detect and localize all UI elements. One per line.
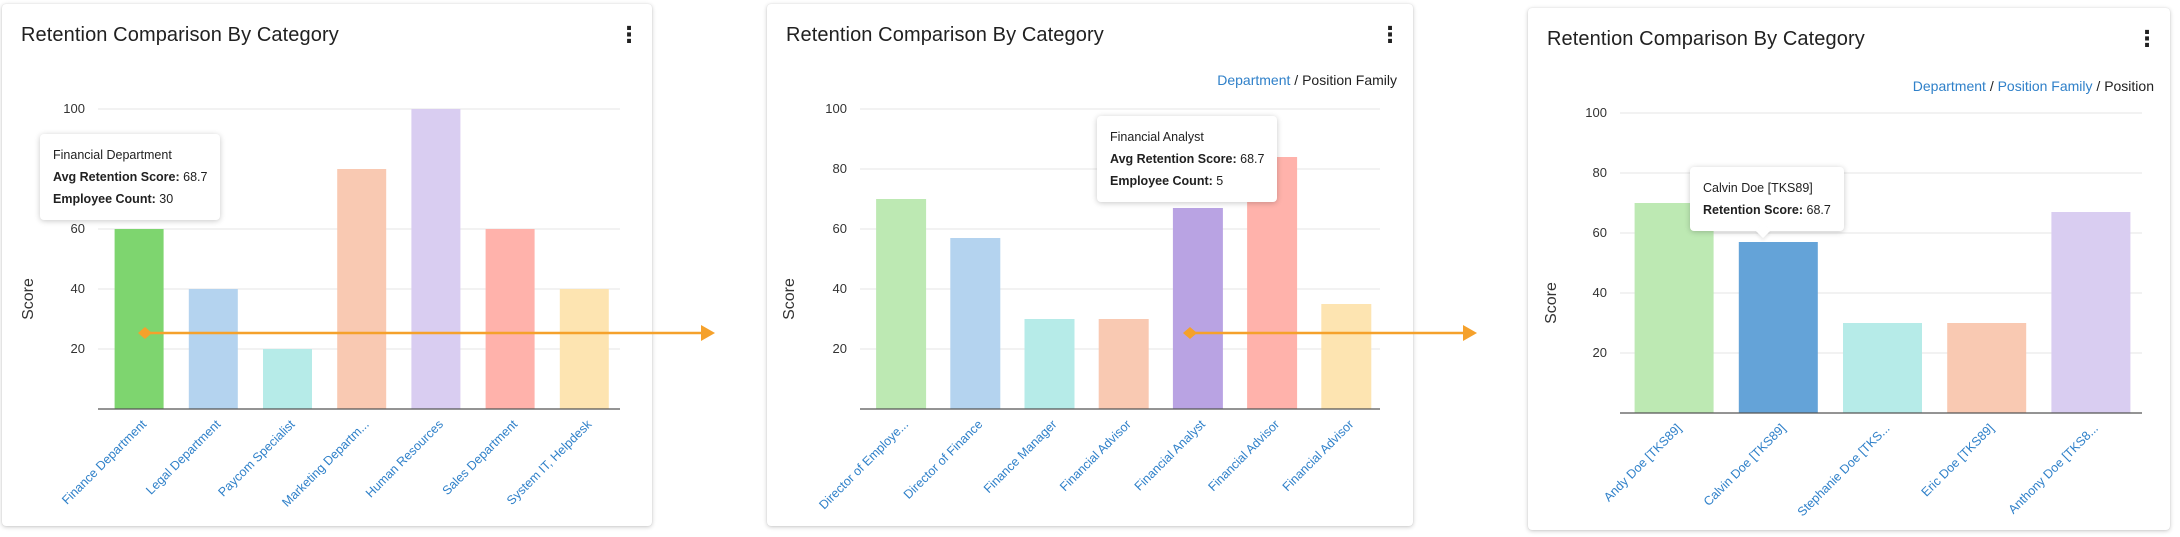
y-tick-label: 80 <box>1593 165 1607 180</box>
bar-tooltip: Financial Department Avg Retention Score… <box>40 134 221 220</box>
tooltip-label: Employee Count: <box>53 192 156 206</box>
y-tick-label: 100 <box>825 101 847 116</box>
y-tick-label: 60 <box>1593 225 1607 240</box>
y-tick-label: 20 <box>1593 345 1607 360</box>
bar <box>188 289 238 409</box>
y-tick-label: 60 <box>71 221 85 236</box>
tooltip-value: 68.7 <box>1240 152 1265 166</box>
breadcrumb-separator: / <box>2096 78 2101 94</box>
x-tick-label: System IT, Helpdesk <box>504 417 595 508</box>
y-axis-title: Score <box>1543 282 1560 324</box>
x-tick-label: Financial Analyst <box>1132 417 1209 494</box>
x-tick-label: Legal Department <box>143 417 224 498</box>
bar <box>950 238 1001 409</box>
x-tick-label: Calvin Doe [TKS89] <box>1701 421 1789 509</box>
x-tick-label: Eric Doe [TKS89] <box>1919 421 1997 499</box>
x-tick-label: Anthony Doe [TKS8... <box>2006 421 2101 516</box>
tooltip-label: Avg Retention Score: <box>1110 152 1237 166</box>
bar <box>1098 319 1149 409</box>
bar <box>485 229 535 409</box>
tooltip-title: Financial Department <box>53 148 172 162</box>
y-tick-label: 100 <box>1585 105 1607 120</box>
bar <box>1321 304 1372 409</box>
breadcrumb: Department / Position Family / Position <box>1913 78 2154 94</box>
breadcrumb-position-family-link[interactable]: Position Family <box>1997 78 2093 94</box>
bar <box>1947 323 2027 413</box>
x-tick-label: Stephanie Doe [TKS... <box>1795 421 1893 519</box>
tooltip-title: Financial Analyst <box>1110 130 1204 144</box>
bar <box>2051 212 2131 413</box>
x-tick-label: Human Resources <box>363 417 446 500</box>
y-tick-label: 40 <box>71 281 85 296</box>
x-tick-label: Financial Advisor <box>1206 417 1283 494</box>
chart-card-position-family: Retention Comparison By Category ⋮ Depar… <box>767 4 1413 526</box>
bar-highlighted <box>1738 242 1818 413</box>
y-tick-label: 60 <box>833 221 847 236</box>
tooltip-label: Employee Count: <box>1110 174 1213 188</box>
bar <box>337 169 387 409</box>
card-title: Retention Comparison By Category <box>1547 28 1865 50</box>
x-tick-label: Finance Manager <box>981 417 1060 496</box>
drilldown-arrow-2-head <box>1463 325 1477 341</box>
tooltip-value: 68.7 <box>1806 203 1831 217</box>
tooltip-label: Retention Score: <box>1703 203 1804 217</box>
tooltip-value: 30 <box>159 192 174 206</box>
x-tick-label: Paycom Specialist <box>216 417 298 499</box>
tooltip-title: Calvin Doe [TKS89] <box>1703 181 1813 195</box>
bar <box>1843 323 1922 413</box>
bar <box>1634 203 1714 413</box>
x-tick-label: Finance Department <box>59 417 149 507</box>
x-tick-label: Andy Doe [TKS89] <box>1601 421 1684 504</box>
chart-card-department: Retention Comparison By Category ⋮ <box>2 4 652 526</box>
bar <box>876 199 927 409</box>
bar <box>411 109 461 409</box>
breadcrumb-current: Position <box>2104 78 2154 94</box>
bar <box>559 289 609 409</box>
bar <box>1024 319 1075 409</box>
bar-highlighted <box>1172 208 1223 409</box>
y-axis-title: Score <box>781 278 798 320</box>
bar <box>263 349 312 409</box>
y-tick-label: 40 <box>833 281 847 296</box>
breadcrumb-separator: / <box>1294 72 1299 88</box>
tooltip-label: Avg Retention Score: <box>53 170 180 184</box>
y-tick-label: 80 <box>833 161 847 176</box>
breadcrumb-separator: / <box>1989 78 1994 94</box>
drilldown-arrow-1-start <box>138 327 152 339</box>
breadcrumb-department-link[interactable]: Department <box>1217 72 1291 88</box>
breadcrumb-department-link[interactable]: Department <box>1912 78 1986 94</box>
card-title: Retention Comparison By Category <box>21 24 339 46</box>
tooltip-value: 68.7 <box>183 170 208 184</box>
drilldown-arrow-1-head <box>701 325 715 341</box>
tooltip-value: 5 <box>1216 174 1224 188</box>
bar-tooltip: Financial Analyst Avg Retention Score: 6… <box>1097 116 1278 202</box>
x-tick-label: Sales Department <box>440 417 521 498</box>
y-tick-label: 20 <box>833 341 847 356</box>
card-title: Retention Comparison By Category <box>786 24 1104 46</box>
breadcrumb: Department / Position Family <box>1217 72 1397 88</box>
breadcrumb-current: Position Family <box>1302 72 1397 88</box>
x-tick-label: Financial Advisor <box>1057 417 1134 494</box>
drilldown-arrow-2-start <box>1183 327 1197 339</box>
y-tick-label: 20 <box>71 341 85 356</box>
x-tick-label: Financial Advisor <box>1280 417 1357 494</box>
y-tick-label: 100 <box>63 101 85 116</box>
y-tick-label: 40 <box>1593 285 1607 300</box>
bar-tooltip: Calvin Doe [TKS89] Retention Score: 68.7 <box>1690 167 1844 239</box>
y-axis-title: Score <box>20 278 37 320</box>
x-tick-label: Director of Employe... <box>816 417 911 512</box>
x-tick-label: Director of Finance <box>901 417 986 502</box>
bar-highlighted <box>114 229 164 409</box>
